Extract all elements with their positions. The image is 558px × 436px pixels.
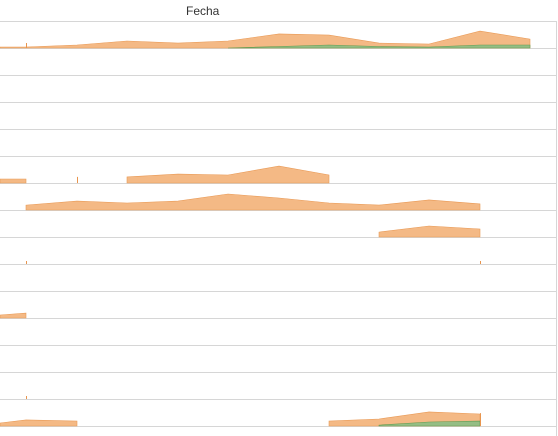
area-primary [0, 178, 27, 184]
chart-title: Fecha [186, 4, 220, 18]
chart-header: Fecha [0, 0, 558, 22]
area-primary [0, 419, 78, 427]
area-primary [126, 165, 330, 184]
area-secondary [378, 420, 481, 427]
area-primary [378, 225, 481, 238]
area-primary [25, 193, 481, 211]
area-primary [0, 30, 531, 49]
area-primary [0, 312, 27, 319]
area-secondary [227, 44, 531, 49]
